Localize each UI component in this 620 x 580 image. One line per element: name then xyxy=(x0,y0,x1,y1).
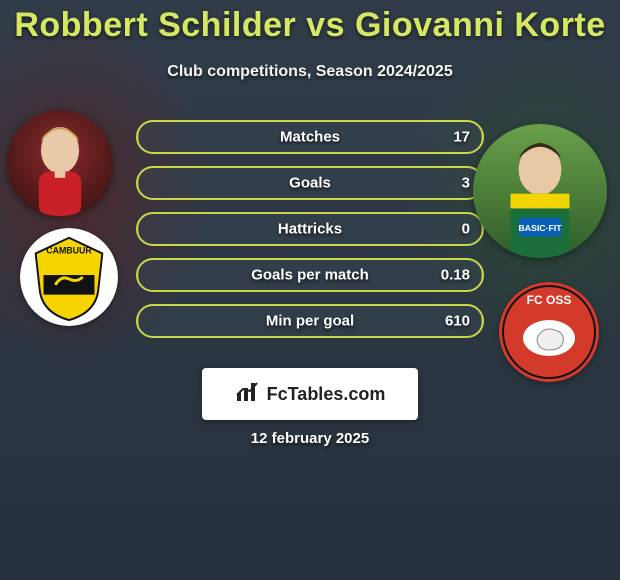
bar-value-right: 3 xyxy=(462,175,470,192)
svg-text:BASIC·FIT: BASIC·FIT xyxy=(518,223,562,233)
player-left-avatar xyxy=(7,110,113,216)
bar-fill-right xyxy=(481,306,482,336)
bar-value-right: 17 xyxy=(453,129,470,146)
bar-min-per-goal: Min per goal 610 xyxy=(136,304,484,338)
bar-goals-per-match: Goals per match 0.18 xyxy=(136,258,484,292)
bar-goals: Goals 3 xyxy=(136,166,484,200)
bar-fill-left xyxy=(138,122,139,152)
bar-label: Min per goal xyxy=(266,313,354,330)
bar-fill-left xyxy=(138,168,139,198)
club-left-badge-text: CAMBUUR xyxy=(46,245,92,255)
bar-value-right: 0.18 xyxy=(441,267,470,284)
branding-box: FcTables.com xyxy=(202,368,418,420)
bar-hattricks: Hattricks 0 xyxy=(136,212,484,246)
branding-text: FcTables.com xyxy=(267,384,386,405)
bar-fill-left xyxy=(138,306,139,336)
bar-fill-right xyxy=(481,260,482,290)
club-left-badge: CAMBUUR xyxy=(20,228,118,326)
subtitle: Club competitions, Season 2024/2025 xyxy=(0,63,620,81)
club-right-badge: FC OSS xyxy=(499,282,599,382)
bar-fill-left xyxy=(138,260,139,290)
bar-matches: Matches 17 xyxy=(136,120,484,154)
club-right-badge-text: FC OSS xyxy=(527,293,572,307)
page-title: Robbert Schilder vs Giovanni Korte xyxy=(0,0,620,45)
player-right-avatar: BASIC·FIT xyxy=(473,124,607,258)
bar-fill-left xyxy=(138,214,139,244)
bar-label: Goals per match xyxy=(251,267,369,284)
bar-label: Matches xyxy=(280,129,340,146)
bar-fill-right xyxy=(481,122,482,152)
comparison-bars: Matches 17 Goals 3 Hattricks 0 Goals per… xyxy=(136,120,484,350)
date-text: 12 february 2025 xyxy=(251,430,369,447)
chart-icon xyxy=(235,381,261,408)
bar-value-right: 610 xyxy=(445,313,470,330)
bar-value-right: 0 xyxy=(462,221,470,238)
bar-label: Hattricks xyxy=(278,221,342,238)
bar-label: Goals xyxy=(289,175,331,192)
